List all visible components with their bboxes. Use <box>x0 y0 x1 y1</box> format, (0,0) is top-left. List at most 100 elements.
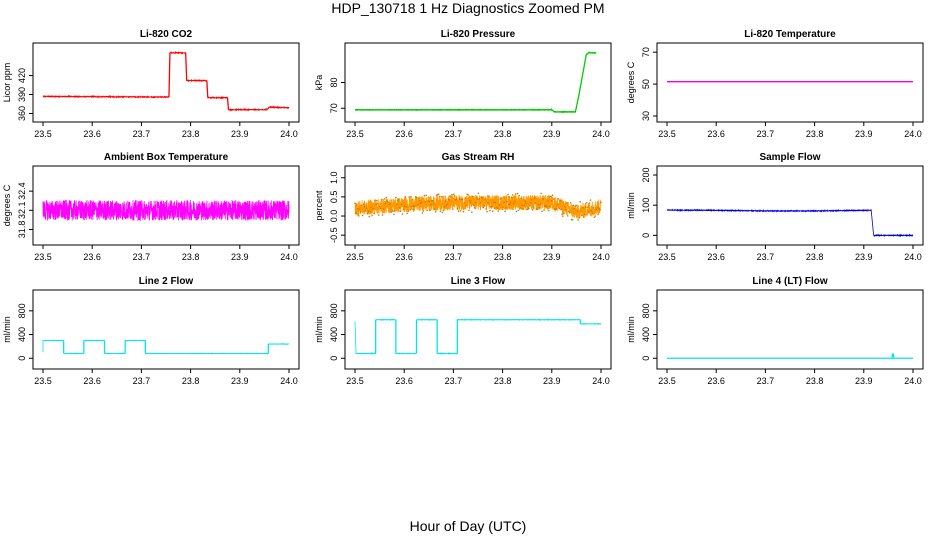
rh-point <box>411 206 413 208</box>
rh-point <box>494 207 496 209</box>
rh-point <box>374 199 376 201</box>
x-tick-label: 23.8 <box>494 129 512 139</box>
rh-point <box>497 208 499 210</box>
series-line <box>43 96 169 97</box>
rh-point <box>483 205 485 207</box>
x-tick-label: 23.8 <box>182 129 200 139</box>
x-tick-label: 23.9 <box>543 252 561 262</box>
rh-point <box>496 206 498 208</box>
x-tick-label: 23.5 <box>34 129 52 139</box>
rh-point <box>543 209 545 211</box>
rh-point <box>443 206 445 208</box>
panel-frame <box>33 290 299 369</box>
y-axis-label: Licor ppm <box>2 63 12 103</box>
rh-point <box>482 207 484 209</box>
rh-point <box>551 200 553 202</box>
rh-point <box>499 204 501 206</box>
rh-point <box>533 207 535 209</box>
rh-point <box>564 206 566 208</box>
x-tick-label: 23.6 <box>395 252 413 262</box>
rh-point <box>568 210 570 212</box>
rh-point <box>495 202 497 204</box>
rh-point <box>424 195 426 197</box>
rh-point <box>444 200 446 202</box>
x-tick-label: 24.0 <box>592 252 610 262</box>
rh-point <box>384 198 386 200</box>
x-tick-label: 24.0 <box>280 376 298 386</box>
series-step <box>169 53 170 97</box>
rh-point <box>529 205 531 207</box>
rh-point <box>421 201 423 203</box>
rh-point <box>576 205 578 207</box>
rh-point <box>414 205 416 207</box>
rh-point <box>408 196 410 198</box>
rh-point <box>506 201 508 203</box>
rh-point <box>440 211 442 213</box>
rh-point <box>523 205 525 207</box>
rh-point <box>472 196 474 198</box>
rh-point <box>394 210 396 212</box>
rh-point <box>459 198 461 200</box>
rh-point <box>441 196 443 198</box>
series-step <box>267 107 269 110</box>
x-tick-label: 23.9 <box>543 376 561 386</box>
rh-point <box>423 210 425 212</box>
y-tick-label: 30 <box>641 111 651 121</box>
x-tick-label: 23.9 <box>231 252 249 262</box>
rh-point <box>493 201 495 203</box>
rh-point <box>600 202 602 204</box>
rh-point <box>393 214 395 216</box>
rh-point <box>550 196 552 198</box>
rh-point <box>450 196 452 198</box>
rh-point <box>389 203 391 205</box>
x-tick-label: 23.5 <box>346 376 364 386</box>
rh-point <box>546 206 548 208</box>
rh-point <box>561 214 563 216</box>
rh-point <box>462 211 464 213</box>
x-tick-label: 23.6 <box>707 376 725 386</box>
x-tick-label: 23.5 <box>346 129 364 139</box>
rh-point <box>425 194 427 196</box>
rh-point <box>580 210 582 212</box>
rh-point <box>583 217 585 219</box>
rh-point <box>386 197 388 199</box>
rh-point <box>542 198 544 200</box>
rh-point <box>573 205 575 207</box>
y-axis-label: ml/min <box>2 316 12 343</box>
rh-point <box>462 199 464 201</box>
rh-point <box>386 200 388 202</box>
rh-point <box>531 199 533 201</box>
x-tick-label: 23.5 <box>34 252 52 262</box>
rh-point <box>432 200 434 202</box>
rh-point <box>514 201 516 203</box>
rh-point <box>489 210 491 212</box>
panel-title: Line 4 (LT) Flow <box>752 276 828 287</box>
rh-point <box>477 198 479 200</box>
rh-point <box>361 205 363 207</box>
rh-point <box>588 211 590 213</box>
rh-point <box>503 201 505 203</box>
x-tick-label: 23.7 <box>757 252 775 262</box>
y-tick-label: 80 <box>329 77 339 87</box>
rh-point <box>507 194 509 196</box>
rh-point <box>521 204 523 206</box>
x-tick-label: 23.8 <box>494 376 512 386</box>
rh-point <box>364 206 366 208</box>
y-tick-label: 800 <box>641 303 651 318</box>
x-tick-label: 23.6 <box>83 376 101 386</box>
rh-point <box>433 203 435 205</box>
rh-point <box>534 198 536 200</box>
figure-title: HDP_130718 1 Hz Diagnostics Zoomed PM <box>331 0 604 16</box>
x-tick-label: 23.9 <box>855 252 873 262</box>
rh-point <box>458 210 460 212</box>
rh-point <box>481 197 483 199</box>
rh-point <box>377 203 379 205</box>
rh-point <box>380 208 382 210</box>
y-axis-label: ml/min <box>314 316 324 343</box>
rh-point <box>366 207 368 209</box>
panel-title: Li-820 Pressure <box>441 29 516 40</box>
series-line <box>667 354 913 358</box>
rh-point <box>456 198 458 200</box>
rh-point <box>538 204 540 206</box>
rh-point <box>365 210 367 212</box>
